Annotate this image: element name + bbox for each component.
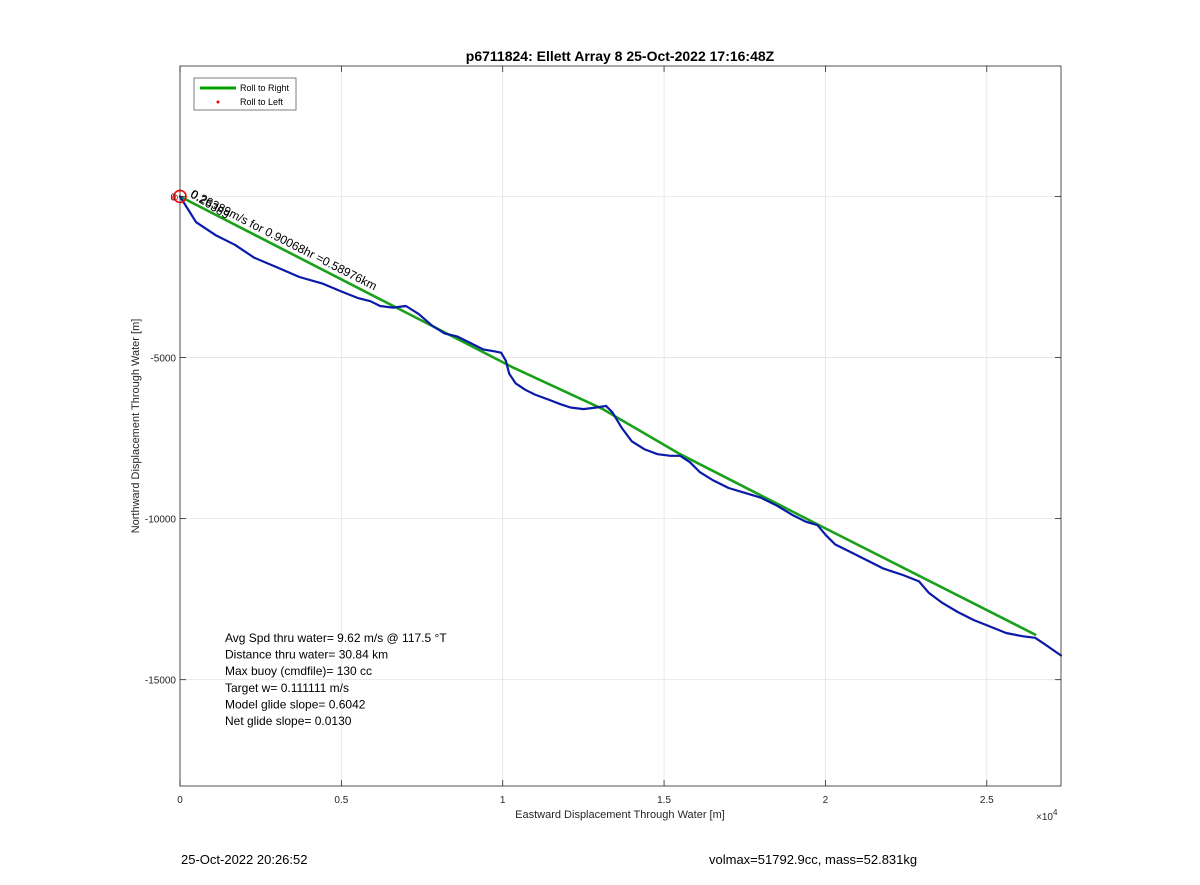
y-tick-label: -10000: [145, 515, 177, 526]
footer-timestamp: 25-Oct-2022 20:26:52: [181, 852, 308, 867]
x-axis-exponent-power: 4: [1053, 808, 1058, 817]
stats-line: Net glide slope= 0.0130: [225, 714, 352, 728]
stats-line: Target w= 0.111111 m/s: [225, 681, 349, 695]
stats-block: Avg Spd thru water= 9.62 m/s @ 117.5 °T D…: [225, 631, 447, 728]
footer-vol-mass: volmax=51792.9cc, mass=52.831kg: [709, 852, 918, 867]
x-tick-label: 0.5: [334, 795, 348, 806]
x-tick-label: 0: [177, 795, 183, 806]
series-line-2: [178, 195, 1063, 657]
y-axis-label: Northward Displacement Through Water [m]: [130, 319, 142, 534]
stats-line: Max buoy (cmdfile)= 130 cc: [225, 664, 372, 678]
x-tick-label: 2.5: [980, 795, 994, 806]
legend-box: [193, 77, 297, 111]
x-tick-label: 1: [500, 795, 506, 806]
series-layer: [178, 195, 1063, 657]
x-axis-exponent: ×104: [1036, 808, 1058, 823]
stats-line: Model glide slope= 0.6042: [225, 697, 366, 711]
stats-line: Avg Spd thru water= 9.62 m/s @ 117.5 °T: [225, 631, 447, 645]
legend-label-roll-left: Roll to Left: [240, 97, 284, 107]
y-tick-label: -15000: [145, 676, 177, 687]
tick-layer: 0 0.5 1 1.5 2 2.5 0 -5000 -10000 -15000: [145, 66, 1061, 806]
legend: Roll to Right Roll to Left: [193, 77, 297, 111]
legend-dot-roll-left: [216, 100, 220, 104]
chart-title: p6711824: Ellett Array 8 25-Oct-2022 17:…: [466, 48, 775, 64]
plot-frame: [179, 65, 1062, 787]
legend-label-roll-right: Roll to Right: [240, 83, 290, 93]
x-tick-label: 1.5: [657, 795, 671, 806]
x-tick-label: 2: [823, 795, 829, 806]
x-axis-label: Eastward Displacement Through Water [m]: [515, 809, 725, 821]
series-line-1: [178, 195, 1037, 636]
y-tick-label: 0: [170, 192, 176, 203]
start-marker-small: [172, 194, 178, 201]
stats-line: Distance thru water= 30.84 km: [225, 648, 388, 662]
grid-lines: [179, 66, 1061, 786]
x-axis-exponent-base: ×10: [1036, 812, 1053, 823]
y-tick-label: -5000: [150, 354, 176, 365]
